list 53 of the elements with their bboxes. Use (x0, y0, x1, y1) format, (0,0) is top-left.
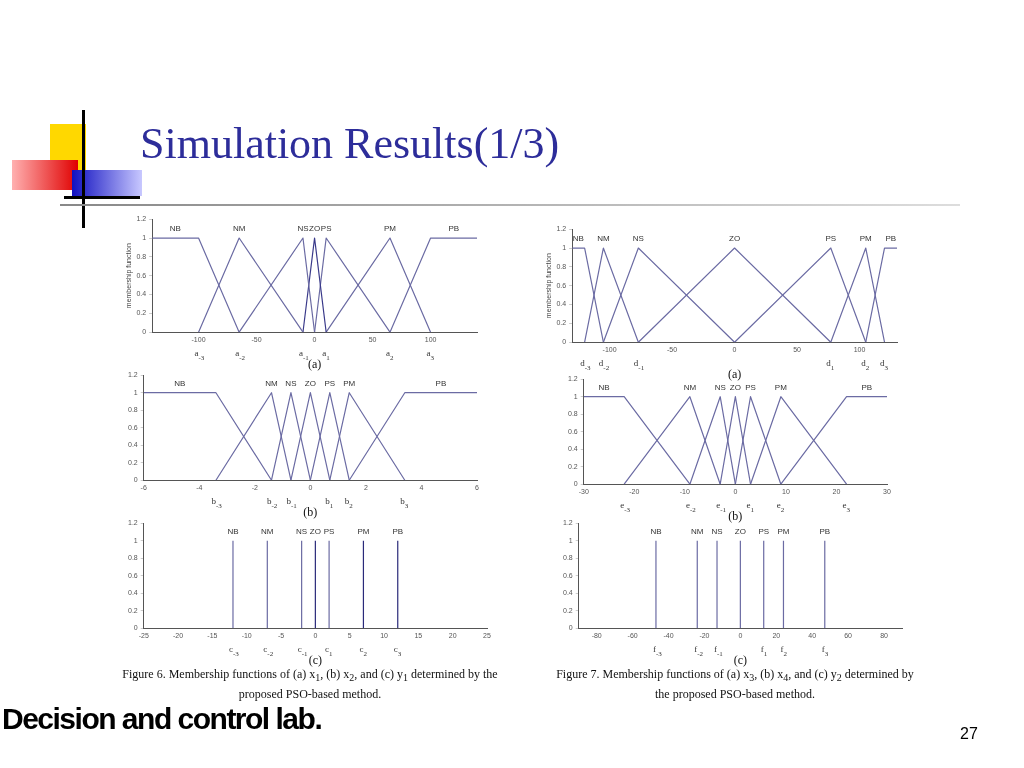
series-label: PB (885, 234, 897, 244)
series-label: ZO (304, 378, 316, 388)
series-label: NB (174, 378, 186, 388)
series-label: NM (265, 378, 279, 388)
series-label: NS (714, 382, 726, 392)
series-label: NB (169, 224, 181, 234)
series-label: NM (683, 382, 697, 392)
series-label: PM (777, 526, 790, 536)
series-label: NS (297, 224, 309, 234)
series-label: NB (572, 234, 584, 244)
series-label: PS (320, 224, 332, 234)
series-label: NS (285, 378, 297, 388)
series-label: NM (261, 526, 274, 536)
x-axis-title: (a) (307, 356, 322, 371)
series-label: NS (711, 526, 723, 536)
series-label: NM (691, 526, 704, 536)
series-label: NM (597, 234, 610, 244)
series-label: PM (357, 526, 370, 536)
series-label: PS (758, 526, 770, 536)
x-axis-title: (b) (303, 504, 318, 519)
chart-title: Simulation Results(1/3) (140, 118, 560, 169)
series-label: ZO (729, 234, 741, 244)
series-label: NB (227, 526, 239, 536)
series-label: ZO (309, 224, 321, 234)
series-label: PS (745, 382, 756, 392)
series-label: ZO (729, 382, 741, 392)
series-label: NB (650, 526, 662, 536)
series-label: NB (598, 382, 610, 392)
text: Decision and control lab. (2, 702, 322, 736)
series-label: PM (383, 224, 397, 234)
x-axis-title: (a) (727, 366, 742, 381)
series-label: PS (324, 378, 336, 388)
series-label: PB (435, 378, 447, 388)
text: 27 (960, 725, 978, 743)
series-label: PB (392, 526, 404, 536)
text: Figure 6. Membership functions of (a) x$_{1}$, (b) x$_{2}$, and (c) y$_{1}$ determined by the proposed PSO-based method. (122, 667, 498, 702)
series-label: NM (232, 224, 246, 234)
series-label: PS (323, 526, 335, 536)
series-label: NS (296, 526, 308, 536)
series-label: PM (859, 234, 873, 244)
text: Figure 7. Membership functions of (a) x$_{3}$, (b) x$_{4}$, and (c) y$_{2}$ determined by the proposed PSO-based method. (556, 667, 914, 702)
series-label: PM (774, 382, 788, 392)
series-label: ZO (309, 526, 321, 536)
series-label: PB (819, 526, 831, 536)
x-axis-title: (c) (308, 652, 323, 667)
series-label: PS (825, 234, 837, 244)
series-label: NS (632, 234, 644, 244)
x-axis-title: (c) (733, 652, 748, 667)
series-label: PB (448, 224, 460, 234)
x-axis-title: (b) (728, 508, 743, 523)
series-label: PM (343, 378, 356, 388)
series-label: ZO (734, 526, 746, 536)
series-label: PB (861, 382, 873, 392)
